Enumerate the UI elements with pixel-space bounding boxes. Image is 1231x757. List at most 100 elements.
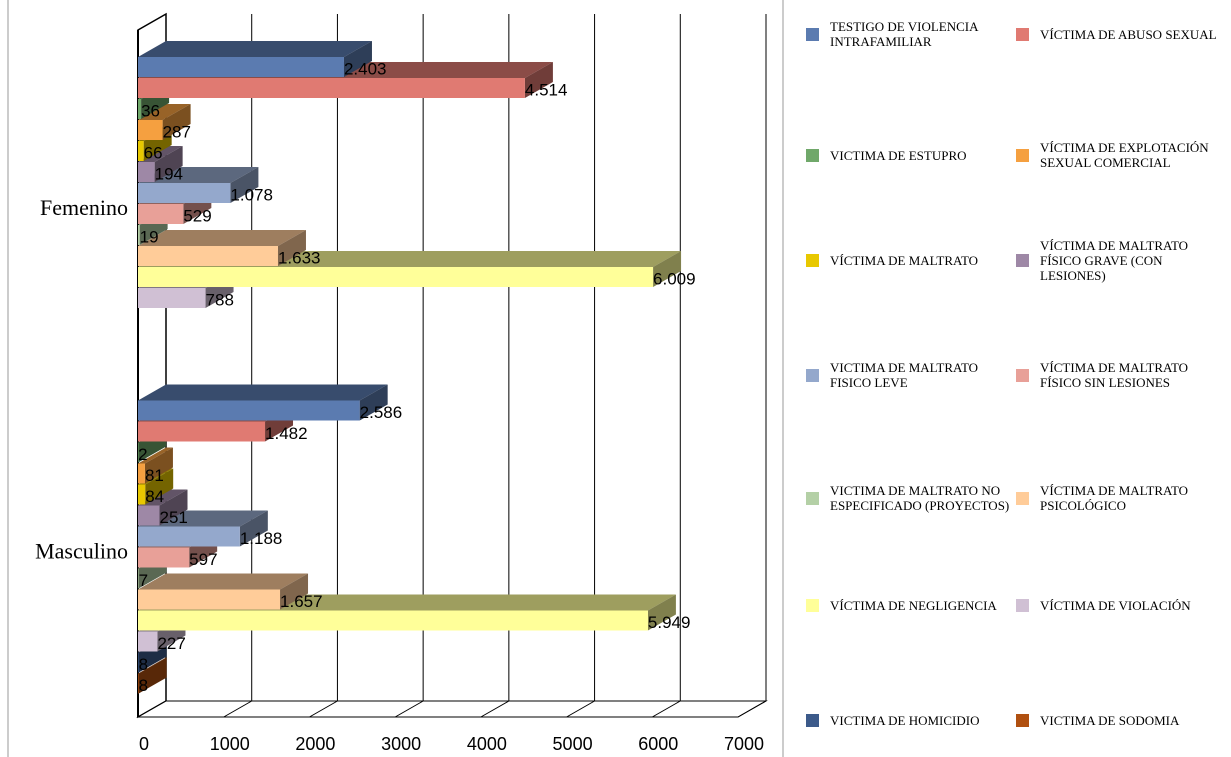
bar-side xyxy=(524,62,553,98)
value-label: 4.514 xyxy=(525,80,568,99)
category-label: Masculino xyxy=(35,539,128,564)
bar xyxy=(138,573,309,610)
value-label: 1.188 xyxy=(240,529,283,548)
legend-item: VICTIMA DE ESTUPRO xyxy=(806,125,1010,185)
legend-swatch xyxy=(1016,27,1029,41)
legend-swatch xyxy=(806,368,819,382)
legend-label: VÍCTIMA DE MALTRATO FÍSICO SIN LESIONES xyxy=(1040,360,1189,390)
chart: 0 1000 2000 3000 4000 5000 6000 7000 8 8 227 5.949 1… xyxy=(7,0,784,757)
legend-item: VÍCTIMA DE EXPLOTACIÓN SEXUAL COMERCIAL xyxy=(1016,125,1220,185)
bar-front xyxy=(138,246,278,266)
legend-label: VÍCTIMA DE MALTRATO xyxy=(830,252,979,268)
bar-front xyxy=(138,162,155,182)
x-tick-label: 4000 xyxy=(467,734,507,754)
legend-item: VICTIMA DE MALTRATO NO ESPECIFICADO (PRO… xyxy=(806,468,1010,528)
legend-label: VÍCTIMA DE EXPLOTACIÓN SEXUAL COMERCIAL xyxy=(1040,140,1209,170)
value-label: 1.078 xyxy=(230,185,273,204)
bar-front xyxy=(138,463,145,484)
bar-side xyxy=(343,41,372,77)
bar-side xyxy=(159,489,188,526)
bar-side xyxy=(144,447,173,484)
legend-swatch xyxy=(806,598,819,612)
legend-swatch xyxy=(806,713,819,727)
bar xyxy=(138,384,388,421)
legend-item: VÍCTIMA DE ABUSO SEXUAL xyxy=(1016,4,1220,64)
value-label: 287 xyxy=(163,122,191,141)
legend-item: VICTIMA DE HOMICIDIO xyxy=(806,690,1010,750)
bar-front xyxy=(138,421,266,442)
bar-side xyxy=(653,251,682,287)
legend-label: VICTIMA DE MALTRATO NO ESPECIFICADO (PRO… xyxy=(830,483,1010,513)
legend: TESTIGO DE VIOLENCIA INTRAFAMILIAR VÍCTIM… xyxy=(784,0,1231,757)
bar-front xyxy=(138,141,144,161)
floor-grid-line xyxy=(309,700,338,718)
top-edge xyxy=(137,13,167,31)
legend-swatch xyxy=(806,253,819,267)
value-label: 1.482 xyxy=(265,424,308,443)
floor-grid-line xyxy=(566,700,595,718)
legend-swatch xyxy=(1016,253,1029,267)
bar-top xyxy=(138,146,183,162)
floor-grid-line xyxy=(737,700,767,718)
bar-side xyxy=(138,657,167,694)
bar-front xyxy=(138,204,184,224)
bar-front xyxy=(138,99,142,119)
legend-label: VICTIMA DE HOMICIDIO xyxy=(830,712,980,728)
floor-grid-line xyxy=(223,700,252,718)
bar-front xyxy=(138,547,190,568)
bar-side xyxy=(239,510,268,547)
bar-top xyxy=(138,657,167,674)
bar-front xyxy=(138,183,231,203)
bar xyxy=(138,230,306,266)
x-tick-label: 3000 xyxy=(381,734,421,754)
legend-item: VÍCTIMA DE VIOLACIÓN xyxy=(1016,575,1220,635)
bar-top xyxy=(138,41,372,57)
value-label: 251 xyxy=(160,508,188,527)
legend-item: VÍCTIMA DE MALTRATO FÍSICO SIN LESIONES xyxy=(1016,345,1220,405)
value-label: 1.633 xyxy=(278,248,321,267)
category-label: Femenino xyxy=(40,195,128,220)
legend-item: VÍCTIMA DE MALTRATO FÍSICO GRAVE (CON LE… xyxy=(1016,230,1220,290)
value-label: 529 xyxy=(183,206,211,225)
value-label: 6.009 xyxy=(653,269,696,288)
value-label: 8 xyxy=(139,676,148,695)
floor-grid-line xyxy=(480,700,510,718)
bar-side xyxy=(154,146,183,182)
legend-label: VÍCTIMA DE MALTRATO FÍSICO GRAVE (CON LE… xyxy=(1040,237,1189,283)
value-label: 5.949 xyxy=(648,613,691,632)
legend-label: VICTIMA DE ESTUPRO xyxy=(830,147,967,163)
value-label: 19 xyxy=(140,227,159,246)
bar-front xyxy=(138,652,139,673)
floor-grid-line xyxy=(137,700,167,718)
bar-top xyxy=(138,230,306,246)
x-tick-label: 7000 xyxy=(724,734,764,754)
bar-side xyxy=(280,573,309,610)
x-tick-label: 0 xyxy=(139,734,149,754)
value-label: 7 xyxy=(139,571,148,590)
floor-grid-line xyxy=(394,700,424,718)
x-tick-label: 5000 xyxy=(553,734,593,754)
bar-front xyxy=(138,505,160,526)
value-label: 227 xyxy=(157,634,185,653)
bar-front xyxy=(138,673,139,694)
legend-label: VÍCTIMA DE MALTRATO PSICOLÓGICO xyxy=(1040,483,1189,513)
bar-top xyxy=(138,573,309,590)
legend-item: VÍCTIMA DE MALTRATO xyxy=(806,230,1010,290)
legend-label: VÍCTIMA DE VIOLACIÓN xyxy=(1040,597,1191,613)
value-label: 2.586 xyxy=(360,403,403,422)
bar-side xyxy=(230,167,259,203)
bar-front xyxy=(138,484,146,505)
legend-swatch xyxy=(1016,148,1029,162)
bar-front xyxy=(138,610,648,631)
bar-front xyxy=(138,631,158,652)
legend-item: VICTIMA DE MALTRATO FISICO LEVE xyxy=(806,345,1010,405)
legend-label: VÍCTIMA DE NEGLIGENCIA xyxy=(830,597,997,613)
legend-label: TESTIGO DE VIOLENCIA INTRAFAMILIAR xyxy=(830,19,978,49)
legend-label: VICTIMA DE MALTRATO FISICO LEVE xyxy=(830,360,979,390)
legend-item: VICTIMA DE SODOMIA xyxy=(1016,690,1220,750)
legend-swatch xyxy=(1016,713,1029,727)
value-label: 788 xyxy=(206,290,234,309)
value-label: 1.657 xyxy=(280,592,323,611)
legend-swatch xyxy=(806,27,819,41)
